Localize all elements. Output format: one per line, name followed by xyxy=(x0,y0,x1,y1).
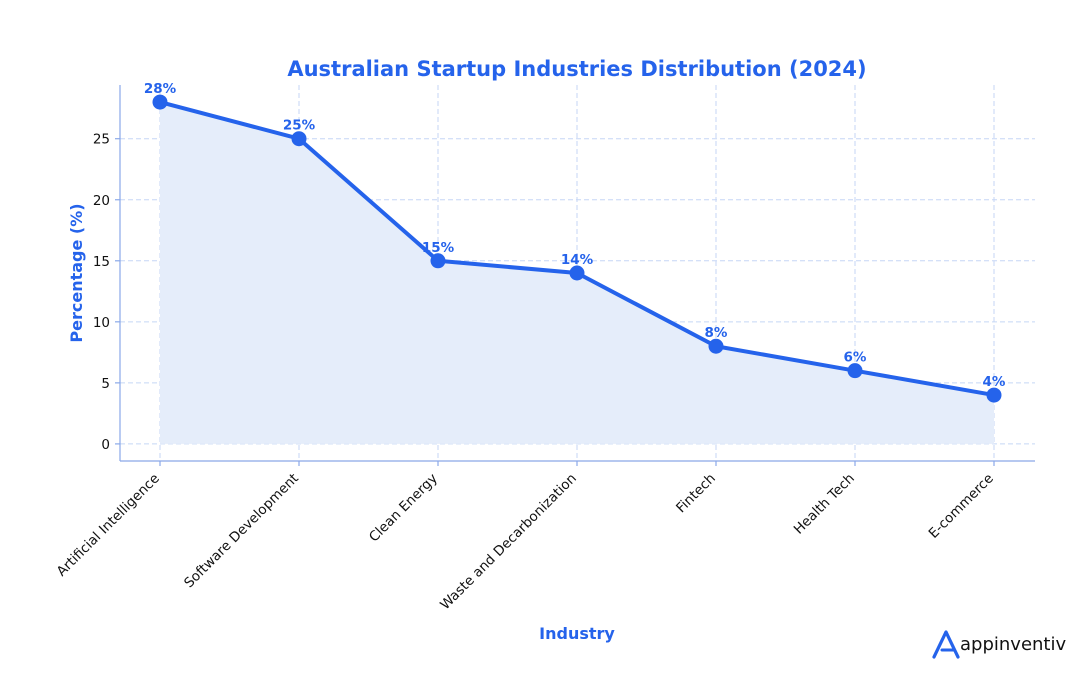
data-point xyxy=(430,253,446,269)
data-points xyxy=(152,94,1002,403)
data-label: 14% xyxy=(561,252,594,268)
data-label: 8% xyxy=(705,325,728,341)
data-labels: 28% 25% 15% 14% 8% 6% 4% xyxy=(144,81,1006,390)
data-label: 28% xyxy=(144,81,177,97)
y-tick-label: 20 xyxy=(93,193,110,209)
brand-logo: appinventiv xyxy=(932,630,1066,659)
y-tick-label: 15 xyxy=(93,254,110,270)
y-tick-label: 0 xyxy=(101,437,110,453)
y-tick-label: 10 xyxy=(93,315,110,331)
data-point xyxy=(152,94,168,110)
x-tick-label: Clean Energy xyxy=(366,471,441,546)
y-axis-ticks: 0 5 10 15 20 25 xyxy=(93,132,120,453)
x-tick-label: E-commerce xyxy=(926,471,997,542)
x-tick-label: Health Tech xyxy=(791,471,858,538)
data-point xyxy=(986,387,1002,403)
data-point xyxy=(847,363,863,379)
y-tick-label: 25 xyxy=(93,132,110,148)
data-point xyxy=(569,265,585,281)
data-label: 15% xyxy=(422,240,455,256)
y-tick-label: 5 xyxy=(101,376,110,392)
data-label: 4% xyxy=(983,374,1006,390)
appinventiv-logo-icon xyxy=(932,630,960,659)
x-tick-label: Waste and Decarbonization xyxy=(437,471,580,614)
brand-name: appinventiv xyxy=(960,634,1066,655)
x-axis-label: Industry xyxy=(539,624,615,643)
data-label: 25% xyxy=(283,118,316,134)
x-tick-label: Fintech xyxy=(673,471,719,517)
y-axis-label: Percentage (%) xyxy=(67,203,86,342)
x-tick-label: Artificial Intelligence xyxy=(54,471,163,580)
chart-title: Australian Startup Industries Distributi… xyxy=(287,57,866,81)
x-axis-ticks: Artificial Intelligence Software Developm… xyxy=(54,461,997,613)
data-label: 6% xyxy=(844,350,867,366)
x-tick-label: Software Development xyxy=(181,471,302,592)
data-point xyxy=(708,338,724,354)
data-point xyxy=(291,131,307,147)
